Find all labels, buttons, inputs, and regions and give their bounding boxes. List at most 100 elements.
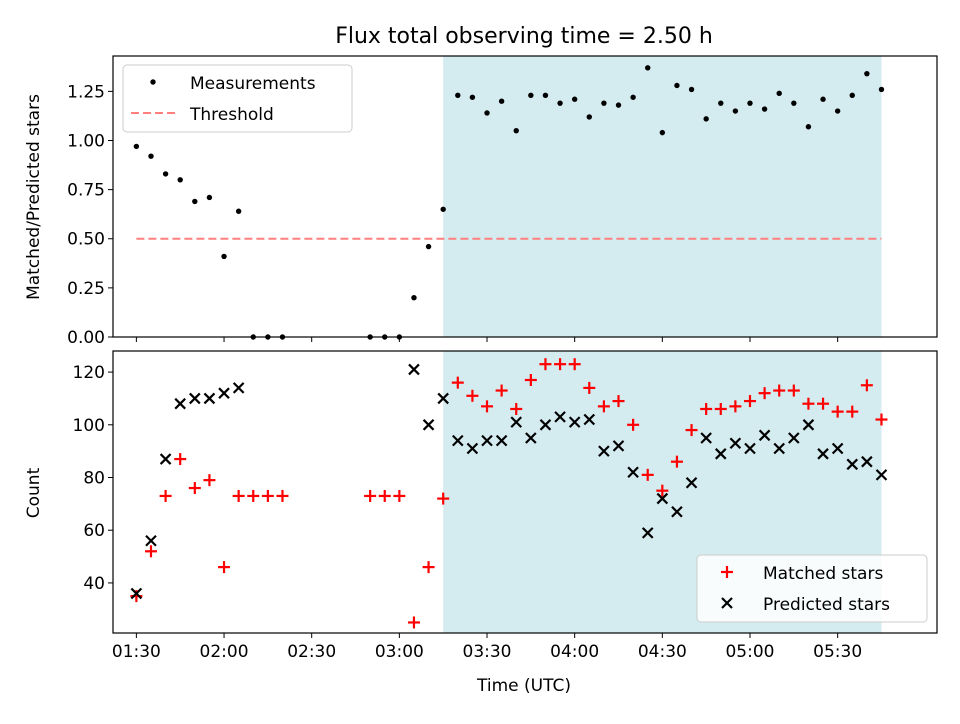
y-tick-label: 0.75 [67, 181, 105, 201]
bottom-y-axis-label: Count [24, 467, 44, 518]
matched-star-point [700, 402, 713, 415]
measurement-point [411, 294, 417, 301]
measurement-point [133, 143, 140, 150]
bottom-legend-box [696, 554, 928, 623]
predicted-star-point [159, 453, 172, 465]
measurement-point [177, 177, 183, 183]
measurement-point [878, 86, 885, 93]
legend-predicted-marker [721, 597, 733, 609]
predicted-star-point [408, 363, 420, 376]
matched-star-point [817, 397, 830, 410]
axes-frame [112, 55, 938, 338]
measurement-point [820, 96, 826, 102]
x-tick-label: 04:30 [638, 642, 687, 662]
matched-star-point [627, 418, 640, 431]
predicted-star-point [831, 442, 844, 455]
measurement-point [542, 92, 549, 99]
measurement-point [498, 98, 505, 104]
y-tick-label: 120 [73, 363, 105, 383]
matched-star-point [524, 373, 537, 386]
matched-star-point [261, 489, 274, 502]
predicted-star-point [525, 432, 537, 444]
legend-threshold-label: Threshold [189, 105, 274, 125]
predicted-star-point [189, 392, 201, 405]
predicted-star-point [773, 442, 785, 455]
predicted-star-point [466, 442, 479, 455]
predicted-star-point [452, 434, 464, 447]
matched-star-point [276, 489, 289, 502]
predicted-star-point [671, 505, 683, 518]
top-y-axis-label: Matched/Predicted stars [24, 94, 44, 300]
measurement-point [688, 86, 695, 93]
measurement-point [849, 92, 855, 99]
matched-star-point [729, 400, 742, 413]
x-tick-label: 01:30 [112, 642, 161, 662]
predicted-star-point [554, 411, 566, 423]
y-tick-label: 1.25 [67, 82, 105, 102]
x-tick-label: 02:30 [287, 642, 336, 662]
predicted-star-point [174, 397, 186, 410]
measurement-point [805, 124, 812, 130]
matched-star-point [568, 358, 581, 371]
y-tick-label: 0.25 [67, 279, 105, 299]
matched-star-point [247, 489, 260, 502]
matched-star-point [437, 492, 450, 505]
chart-title: Flux total observing time = 2.50 h [335, 24, 713, 49]
matched-star-point [758, 387, 771, 400]
y-tick-label: 1.00 [67, 131, 105, 151]
measurement-point [615, 102, 622, 108]
matched-star-point [451, 376, 464, 389]
predicted-star-point [875, 469, 888, 481]
predicted-star-point [145, 534, 157, 547]
matched-star-point [159, 489, 172, 502]
predicted-star-point [861, 455, 873, 468]
predicted-star-point [641, 527, 654, 539]
predicted-star-point [598, 445, 610, 457]
matched-star-point [510, 402, 523, 415]
matched-star-point [378, 489, 391, 502]
measurement-point [513, 127, 519, 134]
y-tick-label: 40 [83, 574, 105, 594]
legend-measurements-label: Measurements [190, 74, 316, 94]
x-tick-label: 04:00 [550, 642, 599, 662]
matched-star-point [583, 381, 596, 394]
matched-star-point [802, 397, 815, 410]
matched-star-point [714, 402, 727, 415]
measurement-point [747, 100, 753, 106]
matched-star-point [364, 489, 377, 502]
top-panel: 0.00 0.25 0.50 0.75 1.00 1.25 [67, 55, 938, 348]
predicted-star-point [714, 448, 727, 460]
matched-star-point [656, 484, 669, 497]
matched-star-point [174, 453, 187, 466]
y-tick-label: 0.00 [67, 328, 105, 348]
predicted-star-point [495, 434, 508, 447]
x-tick-label: 05:30 [813, 642, 862, 662]
measurement-point [148, 153, 154, 159]
legend-measurements-marker [150, 79, 156, 85]
measurement-point [674, 82, 680, 89]
y-tick-label: 80 [83, 469, 105, 489]
bottom-legend: Matched stars Predicted stars [696, 554, 928, 623]
predicted-star-point [583, 413, 596, 426]
bottom-panel: 40 60 80 100 120 01:30 02:00 02:30 03:00 03:30 04:… [73, 350, 938, 662]
axes-frame [112, 350, 938, 634]
matched-star-point [787, 384, 800, 397]
x-axis-label: Time (UTC) [476, 676, 571, 696]
predicted-star-point [130, 587, 143, 600]
predicted-star-point [700, 432, 712, 444]
predicted-star-point [568, 416, 581, 428]
x-tick-label: 03:30 [463, 642, 512, 662]
matched-star-point [875, 413, 888, 426]
y-tick-label: 0.50 [67, 230, 105, 250]
matched-star-point [393, 489, 406, 502]
matched-star-point [773, 384, 786, 397]
y-tick-label: 60 [83, 521, 105, 541]
measurement-point [162, 171, 169, 177]
x-tick-label: 05:00 [725, 642, 774, 662]
predicted-star-point [218, 387, 230, 399]
measurement-point [440, 206, 446, 212]
measurement-point [557, 100, 563, 106]
measurement-point [455, 92, 461, 99]
matched-star-point [743, 395, 756, 408]
